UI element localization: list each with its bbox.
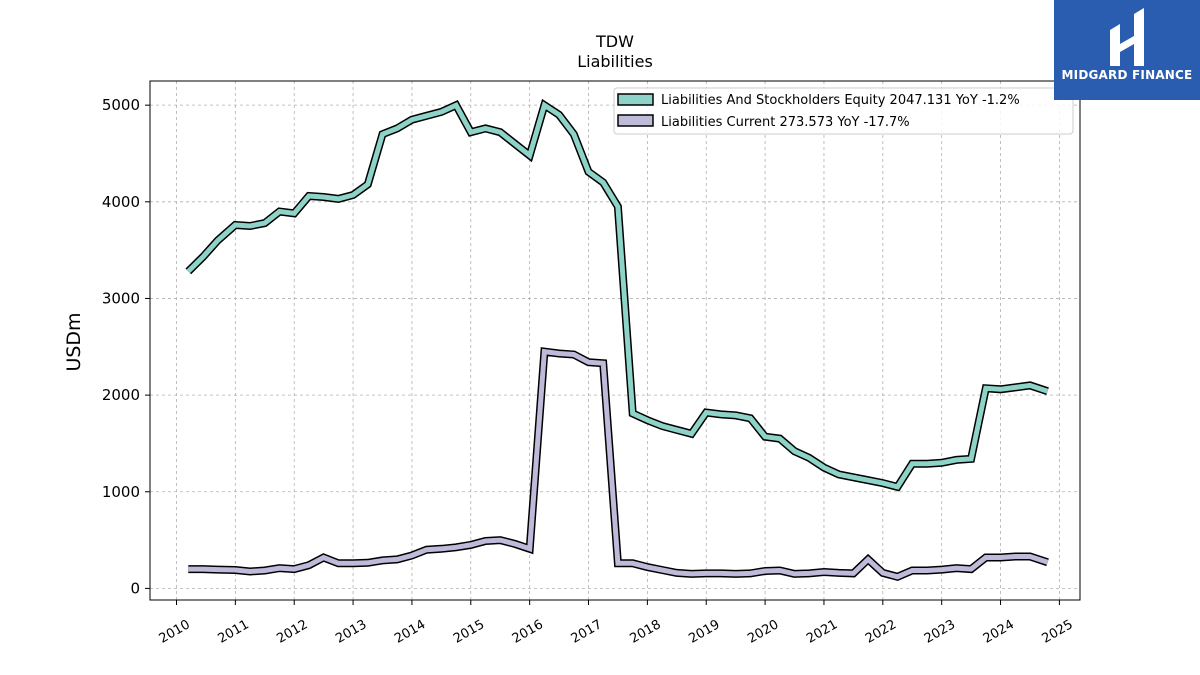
y-axis-label: USDm — [63, 312, 85, 371]
y-tick-label: 0 — [130, 579, 140, 597]
chart-subtitle: Liabilities — [577, 52, 653, 71]
legend-label-current: Liabilities Current 273.573 YoY -17.7% — [661, 115, 910, 130]
y-tick-label: 2000 — [102, 386, 140, 404]
x-tick-label: 2012 — [274, 617, 310, 647]
x-tick-label: 2019 — [686, 617, 722, 647]
x-tick-label: 2022 — [863, 617, 899, 647]
x-axis-ticks: 2010 2011 2012 2013 2014 2015 2016 2017 2018 2019… — [157, 600, 1076, 647]
y-tick-label: 1000 — [102, 483, 140, 501]
x-tick-label: 2020 — [745, 617, 781, 647]
x-tick-label: 2021 — [804, 617, 840, 647]
y-axis-ticks: 0 1000 2000 3000 4000 5000 — [102, 96, 150, 597]
x-tick-label: 2014 — [392, 617, 428, 647]
x-tick-label: 2015 — [451, 617, 487, 647]
legend-swatch-equity — [617, 93, 654, 106]
brand-logo-mark-icon — [1110, 8, 1144, 66]
x-tick-label: 2016 — [510, 617, 546, 647]
y-tick-label: 3000 — [102, 289, 140, 307]
x-tick-label: 2011 — [216, 617, 252, 647]
brand-logo: MIDGARD FINANCE — [1054, 0, 1200, 100]
x-tick-label: 2024 — [981, 617, 1017, 647]
x-tick-label: 2025 — [1040, 617, 1076, 647]
chart-title: TDW — [595, 32, 634, 51]
x-tick-label: 2018 — [628, 617, 664, 647]
series-outline-equity — [185, 98, 1049, 492]
x-tick-label: 2017 — [569, 617, 605, 647]
brand-name: MIDGARD FINANCE — [1061, 68, 1193, 82]
series-line-equity — [186, 101, 1049, 490]
y-tick-label: 4000 — [102, 193, 140, 211]
series-lines — [185, 98, 1049, 582]
x-tick-label: 2023 — [922, 617, 958, 647]
plot-frame — [149, 80, 1081, 601]
legend-label-equity: Liabilities And Stockholders Equity 2047… — [661, 93, 1020, 108]
legend-swatch-current — [617, 114, 654, 127]
y-tick-label: 5000 — [102, 96, 140, 114]
x-tick-label: 2013 — [333, 617, 369, 647]
x-tick-label: 2010 — [157, 617, 193, 647]
legend-frame — [613, 87, 1074, 135]
series-line-current — [188, 348, 1049, 580]
legend: Liabilities And Stockholders Equity 2047… — [613, 87, 1074, 135]
